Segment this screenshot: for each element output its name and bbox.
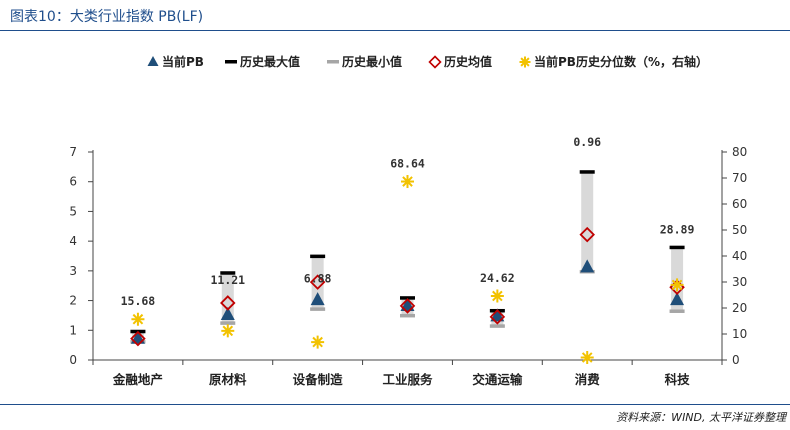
y-left-tick-label: 0 — [69, 353, 77, 367]
legend-dash-icon — [225, 60, 237, 64]
percentile-marker — [221, 324, 235, 338]
y-left-tick-label: 3 — [69, 264, 77, 278]
category-label: 原材料 — [209, 372, 247, 387]
chart-marks: 15.68 11.21 6.88 68.64 24.62 0.96 28.89 — [121, 135, 695, 365]
legend-item: 历史均值 — [428, 54, 492, 69]
y-right-tick-label: 40 — [732, 249, 747, 263]
percentile-data-label: 11.21 — [210, 273, 245, 287]
current-pb-marker — [220, 306, 235, 320]
hist-min-mark — [400, 313, 415, 318]
current-pb-marker — [670, 292, 685, 306]
y-right-tick-label: 70 — [732, 171, 747, 185]
hist-mean-marker — [579, 226, 595, 243]
percentile-marker — [311, 335, 325, 349]
y-right-tick-label: 20 — [732, 301, 747, 315]
footer-divider — [0, 404, 790, 405]
category-label: 科技 — [665, 372, 691, 387]
hist-mean-marker — [399, 298, 416, 314]
category-label: 消费 — [575, 372, 601, 387]
y-right-tick-label: 50 — [732, 223, 747, 237]
y-right-tick-label: 0 — [732, 353, 740, 367]
hist-mean-marker — [489, 309, 506, 325]
hist-min-mark — [489, 324, 505, 328]
y-left-tick-label: 7 — [69, 145, 77, 159]
y-right-tick-label: 60 — [732, 197, 747, 211]
legend-dash-icon — [327, 60, 339, 64]
hist-max-mark — [400, 296, 415, 300]
hist-mean-marker — [130, 330, 146, 347]
legend-item: 历史最小值 — [327, 54, 402, 69]
y-left-tick-label: 5 — [69, 204, 77, 218]
category-label: 设备制造 — [293, 372, 344, 387]
percentile-data-label: 15.68 — [121, 294, 156, 308]
title-divider — [0, 30, 790, 31]
percentile-marker — [490, 289, 504, 303]
hist-max-mark — [579, 170, 595, 174]
legend-item: 历史最大值 — [225, 54, 300, 69]
chart-legend: 当前PB 历史最大值 历史最小值 历史均值 当前PB历史分位数（%，右轴） — [147, 54, 708, 69]
percentile-data-label: 6.88 — [304, 272, 332, 286]
range-bar — [581, 172, 594, 272]
hist-max-mark — [220, 271, 236, 275]
percentile-marker — [131, 312, 145, 326]
y-right-tick-label: 30 — [732, 275, 747, 289]
legend-item: 当前PB历史分位数（%，右轴） — [519, 54, 708, 69]
hist-max-mark — [310, 254, 326, 259]
legend-label: 历史最小值 — [342, 54, 402, 69]
percentile-marker — [580, 351, 594, 365]
y-right-tick-label: 10 — [732, 327, 747, 341]
hist-mean-marker — [309, 274, 326, 290]
y-left-tick-label: 6 — [69, 175, 77, 189]
current-pb-marker — [490, 308, 505, 322]
percentile-marker — [401, 175, 414, 189]
current-pb-marker — [310, 292, 325, 306]
hist-min-mark — [310, 307, 326, 311]
hist-max-mark — [669, 245, 685, 250]
range-bar — [311, 256, 324, 309]
source-note: 资料来源：WIND, 太平洋证券整理 — [616, 411, 786, 424]
legend-triangle-icon — [147, 56, 159, 66]
legend-asterisk-icon — [519, 56, 531, 68]
legend-item: 当前PB — [147, 54, 204, 69]
y-left-tick-label: 2 — [69, 294, 77, 308]
hist-min-mark — [669, 309, 685, 313]
percentile-data-label: 0.96 — [573, 135, 601, 149]
range-bar — [221, 273, 234, 323]
category-label: 工业服务 — [382, 372, 433, 387]
hist-min-mark — [220, 321, 236, 325]
legend-label: 当前PB历史分位数（%，右轴） — [534, 54, 708, 69]
pb-chart: 当前PB 历史最大值 历史最小值 历史均值 当前PB历史分位数（%，右轴） 0 1 2 3 4 5… — [69, 54, 747, 387]
hist-mean-marker — [220, 295, 236, 311]
y-right-tick-label: 80 — [732, 145, 747, 159]
percentile-data-label: 68.64 — [390, 157, 425, 171]
percentile-marker — [670, 278, 684, 292]
category-label: 交通运输 — [472, 372, 523, 387]
category-label: 金融地产 — [112, 372, 163, 387]
y-left-tick-label: 1 — [69, 323, 77, 337]
chart-title: 图表10：大类行业指数 PB(LF) — [10, 9, 204, 25]
percentile-data-label: 24.62 — [480, 271, 515, 285]
y-left-tick-label: 4 — [69, 234, 77, 248]
legend-diamond-icon — [428, 55, 442, 69]
legend-label: 历史均值 — [444, 54, 492, 69]
legend-label: 当前PB — [162, 54, 204, 69]
current-pb-marker — [580, 259, 595, 273]
percentile-data-label: 28.89 — [660, 223, 695, 237]
legend-label: 历史最大值 — [240, 54, 300, 69]
